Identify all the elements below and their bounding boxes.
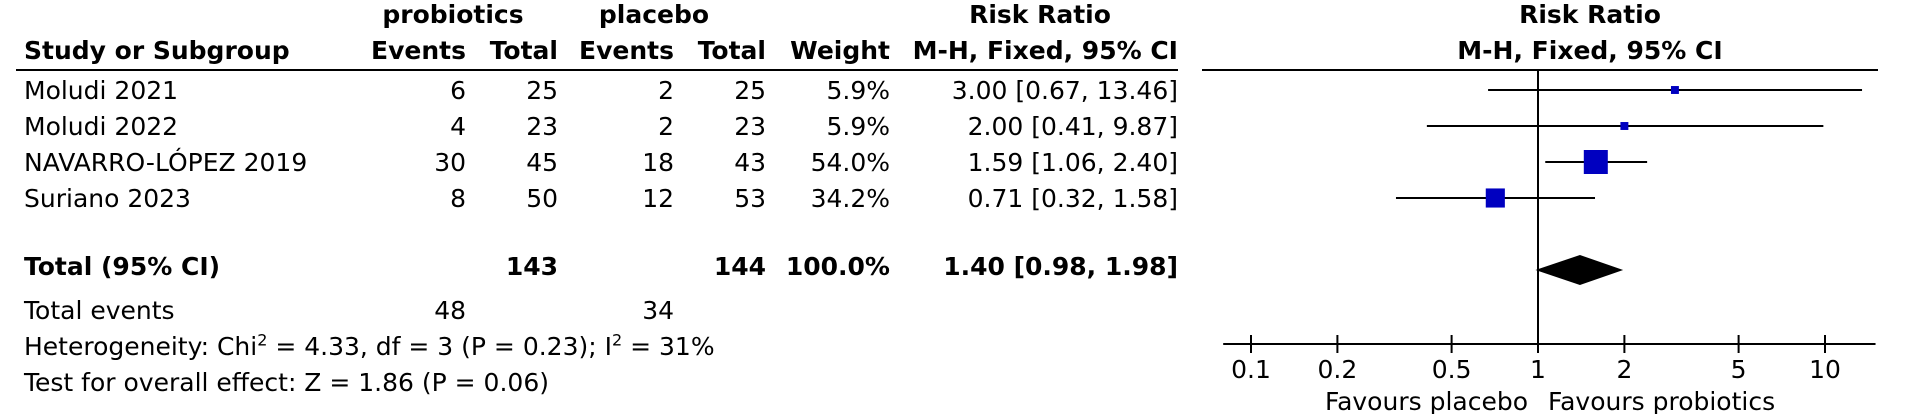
ci-cell: 0.71 [0.32, 1.58] — [967, 184, 1178, 213]
total1-cell: 45 — [526, 148, 558, 177]
total-weight-cell: 100.0% — [785, 252, 890, 281]
weight-cell: 34.2% — [810, 184, 890, 213]
study-column-header: Study or Subgroup — [24, 36, 290, 65]
x-tick-label: 5 — [1731, 355, 1747, 384]
total-ci-cell: 1.40 [0.98, 1.98] — [943, 252, 1178, 281]
favours-left-label: Favours placebo — [1325, 387, 1528, 414]
total1-header: Total — [489, 36, 558, 65]
x-tick-label: 0.1 — [1231, 355, 1271, 384]
ci-cell: 3.00 [0.67, 13.46] — [951, 76, 1178, 105]
study-point-estimate — [1583, 150, 1608, 174]
study-name: Moludi 2021 — [24, 76, 179, 105]
events1-cell: 4 — [450, 112, 466, 141]
weight-header: Weight — [790, 36, 890, 65]
plot-method: M-H, Fixed, 95% CI — [1457, 36, 1723, 65]
ci-cell: 1.59 [1.06, 2.40] — [967, 148, 1178, 177]
total-events1: 48 — [434, 296, 466, 325]
study-name: Suriano 2023 — [24, 184, 191, 213]
study-point-estimate — [1485, 188, 1505, 208]
total-label: Total (95% CI) — [24, 252, 221, 281]
total2-header: Total — [697, 36, 766, 65]
total2-cell: 23 — [734, 112, 766, 141]
group1-header: probiotics — [382, 0, 524, 29]
weight-cell: 54.0% — [810, 148, 890, 177]
events2-cell: 2 — [658, 76, 674, 105]
total2-cell: 43 — [734, 148, 766, 177]
events2-cell: 12 — [642, 184, 674, 213]
weight-cell: 5.9% — [826, 112, 890, 141]
total1-cell: 25 — [526, 76, 558, 105]
header-rule — [16, 69, 1178, 71]
weight-cell: 5.9% — [826, 76, 890, 105]
total1-cell: 143 — [505, 252, 558, 281]
events1-header: Events — [371, 36, 466, 65]
group2-header: placebo — [598, 0, 710, 29]
events2-header: Events — [579, 36, 674, 65]
pooled-estimate-diamond — [1535, 255, 1624, 285]
study-point-estimate — [1670, 86, 1679, 94]
total2-cell: 25 — [734, 76, 766, 105]
x-tick-label: 1 — [1530, 355, 1546, 384]
ci-cell: 2.00 [0.41, 9.87] — [967, 112, 1178, 141]
total1-cell: 50 — [526, 184, 558, 213]
total-events2: 34 — [642, 296, 674, 325]
overall-effect-text: Test for overall effect: Z = 1.86 (P = 0… — [24, 368, 549, 397]
study-name: Moludi 2022 — [24, 112, 179, 141]
total-events-label: Total events — [24, 296, 175, 325]
study-name: NAVARRO-LÓPEZ 2019 — [24, 148, 308, 177]
x-tick-label: 0.5 — [1432, 355, 1472, 384]
heterogeneity-text: Heterogeneity: Chi2 = 4.33, df = 3 (P = … — [24, 330, 715, 361]
total1-cell: 23 — [526, 112, 558, 141]
favours-right-label: Favours probiotics — [1548, 387, 1775, 414]
events2-cell: 2 — [658, 112, 674, 141]
x-tick-label: 10 — [1809, 355, 1841, 384]
x-tick-label: 2 — [1616, 355, 1632, 384]
total2-cell: 144 — [713, 252, 766, 281]
plot-header-rule — [1202, 69, 1878, 71]
risk-ratio-title: Risk Ratio — [969, 0, 1111, 29]
plot-title: Risk Ratio — [1519, 0, 1661, 29]
risk-ratio-method: M-H, Fixed, 95% CI — [912, 36, 1178, 65]
events1-cell: 30 — [434, 148, 466, 177]
total2-cell: 53 — [734, 184, 766, 213]
events2-cell: 18 — [642, 148, 674, 177]
events1-cell: 8 — [450, 184, 466, 213]
x-tick-label: 0.2 — [1318, 355, 1358, 384]
study-point-estimate — [1620, 122, 1629, 130]
events1-cell: 6 — [450, 76, 466, 105]
